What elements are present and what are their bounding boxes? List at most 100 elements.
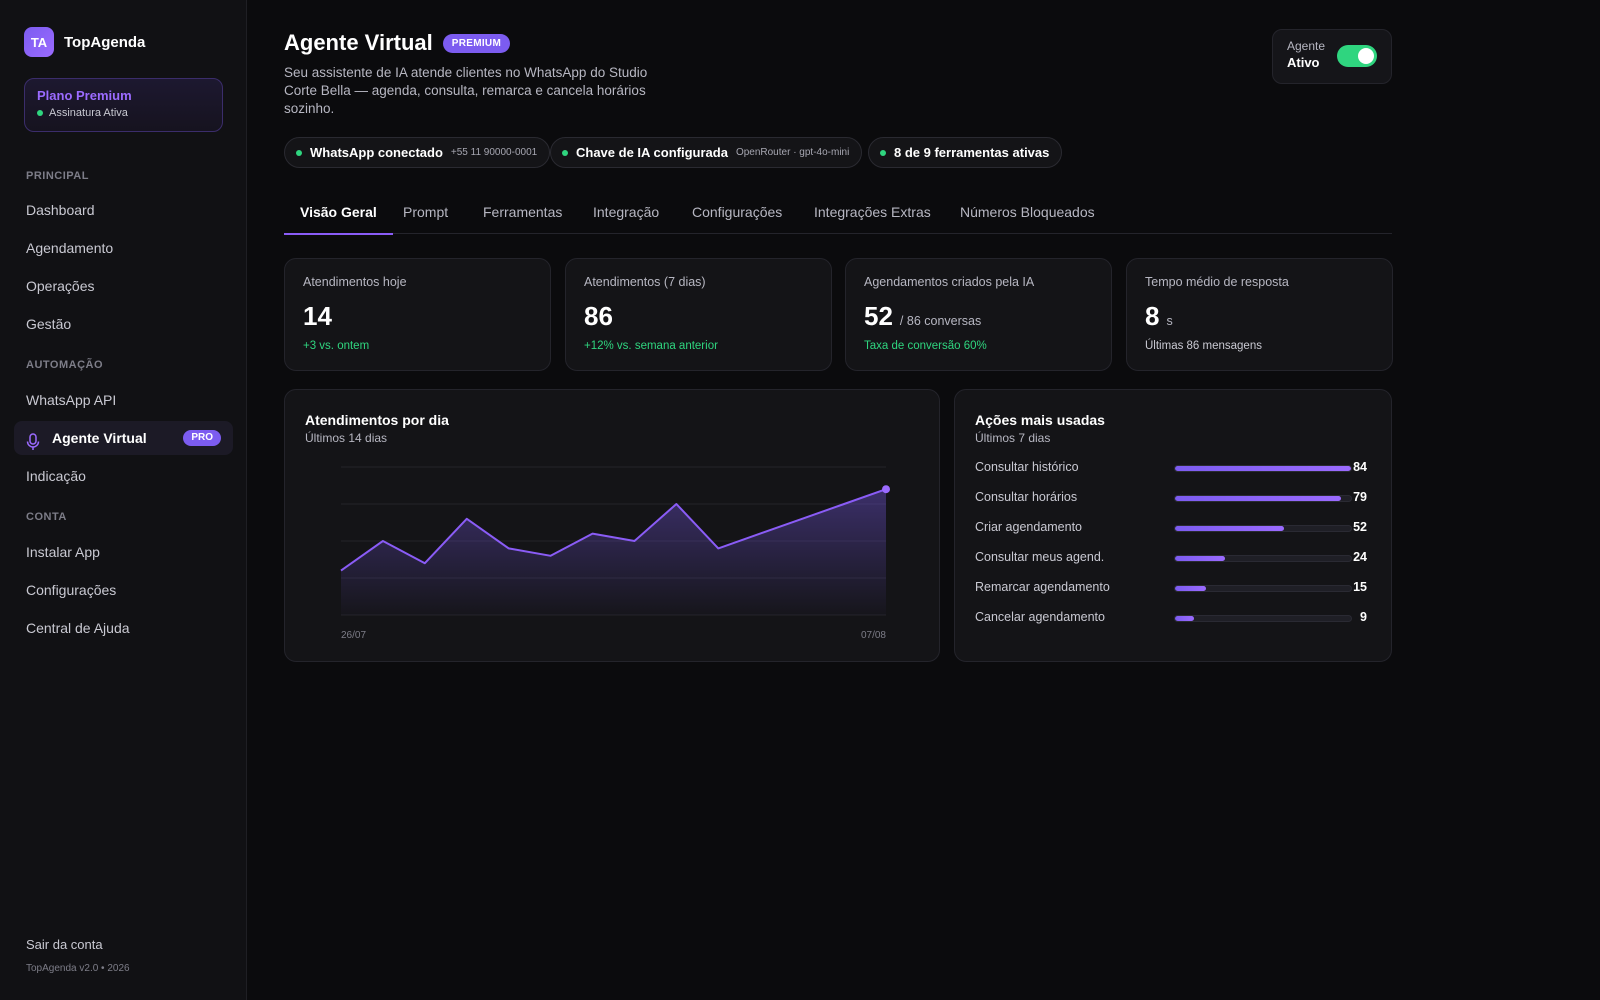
bar-label: Consultar histórico — [975, 460, 1079, 474]
panel-subtitle: Últimos 14 dias — [305, 431, 388, 445]
bar-row: Remarcar agendamento 15 — [975, 580, 1367, 596]
bar-value: 52 — [1353, 520, 1367, 534]
sidebar-item-operacoes[interactable]: Operações — [26, 278, 95, 294]
logout-link[interactable]: Sair da conta — [26, 937, 103, 952]
page-title-text: Agente Virtual — [284, 30, 433, 55]
tab-configuracoes[interactable]: Configurações — [692, 204, 783, 220]
nav-section-automacao: AUTOMAÇÃO — [26, 359, 104, 371]
bar-value: 15 — [1353, 580, 1367, 594]
bar-value: 79 — [1353, 490, 1367, 504]
bar — [1175, 586, 1207, 591]
premium-badge: PREMIUM — [442, 33, 511, 53]
x-tick-label: 26/07 — [341, 630, 366, 641]
bar-label: Criar agendamento — [975, 520, 1083, 534]
sidebar-item-agente-virtual[interactable]: Agente Virtual PRO — [14, 421, 233, 455]
stat-value: 52 / 86 conversas — [864, 301, 1093, 332]
stat-note: Últimas 86 mensagens — [1145, 340, 1262, 352]
bar — [1175, 526, 1284, 531]
bar — [1175, 616, 1194, 621]
chip-label: 8 de 9 ferramentas ativas — [894, 145, 1050, 160]
top-actions-panel: Ações mais usadas Últimos 7 dias Consult… — [954, 389, 1392, 662]
sidebar-item-gestao[interactable]: Gestão — [26, 316, 72, 332]
bar-track — [1174, 585, 1352, 592]
stat-card-ai-bookings: Agendamentos criados pela IA 52 / 86 con… — [845, 258, 1112, 371]
stat-note: +3 vs. ontem — [303, 340, 370, 352]
bar-label: Remarcar agendamento — [975, 580, 1110, 594]
stat-label: Tempo médio de resposta — [1145, 275, 1289, 289]
brand-name: TopAgenda — [64, 33, 146, 51]
sidebar-item-dashboard[interactable]: Dashboard — [26, 202, 95, 218]
stat-note: Taxa de conversão 60% — [864, 340, 987, 352]
nav-section-conta: CONTA — [26, 511, 67, 523]
plan-title: Plano Premium — [37, 88, 132, 103]
tab-visao-geral[interactable]: Visão Geral — [284, 204, 393, 235]
plan-card[interactable]: Plano Premium Assinatura Ativa — [24, 78, 223, 132]
agent-label: Agente — [1287, 39, 1326, 53]
stat-card-response-time: Tempo médio de resposta 8 s Últimas 86 m… — [1126, 258, 1393, 371]
agent-state: Ativo — [1287, 55, 1320, 70]
chip-label: Chave de IA configurada — [576, 145, 728, 160]
bar-track — [1174, 525, 1352, 532]
stat-unit: s — [1166, 314, 1173, 328]
chip-whatsapp: WhatsApp conectado +55 11 90000-0001 — [284, 137, 551, 168]
stat-label: Atendimentos hoje — [303, 275, 407, 289]
brand-logo: TA — [24, 27, 54, 57]
bar-track — [1174, 495, 1352, 502]
toggle-knob — [1358, 48, 1374, 64]
bar-row: Consultar horários 79 — [975, 490, 1367, 506]
data-point — [882, 485, 890, 494]
stat-label: Agendamentos criados pela IA — [864, 275, 1035, 289]
line-chart: 26/07 07/08 — [340, 466, 890, 641]
mic-icon — [26, 429, 40, 450]
sidebar-item-configuracoes[interactable]: Configurações — [26, 582, 117, 598]
stat-unit: / 86 conversas — [899, 314, 982, 328]
app-version: TopAgenda v2.0 • 2026 — [26, 963, 130, 974]
bar-label: Consultar horários — [975, 490, 1078, 504]
sidebar-item-indicacao[interactable]: Indicação — [26, 468, 86, 484]
sidebar: TA TopAgenda Plano Premium Assinatura At… — [0, 0, 247, 1000]
plan-status: Assinatura Ativa — [37, 107, 210, 119]
bar-track — [1174, 465, 1352, 472]
stat-number: 86 — [584, 301, 613, 331]
chip-sub: OpenRouter · gpt-4o-mini — [735, 147, 850, 158]
stat-number: 8 — [1145, 301, 1160, 331]
bar — [1175, 466, 1351, 471]
stat-note: +12% vs. semana anterior — [584, 340, 718, 352]
page-title: Agente Virtual PREMIUM — [284, 30, 511, 56]
bar — [1175, 556, 1226, 561]
status-dot-icon — [296, 149, 302, 156]
sidebar-item-label: Agente Virtual — [52, 430, 147, 446]
stat-value: 86 — [584, 301, 813, 332]
tab-integracoes-extras[interactable]: Integrações Extras — [814, 204, 931, 220]
tab-prompt[interactable]: Prompt — [403, 204, 449, 220]
agent-toggle[interactable] — [1337, 45, 1377, 67]
sidebar-item-agendamento[interactable]: Agendamento — [26, 240, 114, 256]
stat-number: 14 — [303, 301, 332, 331]
sidebar-item-central-de-ajuda[interactable]: Central de Ajuda — [26, 620, 130, 636]
panel-subtitle: Últimos 7 dias — [975, 431, 1051, 445]
tab-ferramentas[interactable]: Ferramentas — [483, 204, 563, 220]
bar-row: Consultar meus agend. 24 — [975, 550, 1367, 566]
sidebar-item-whatsapp-api[interactable]: WhatsApp API — [26, 392, 117, 408]
status-dot-icon — [37, 110, 43, 116]
area-fill — [341, 489, 886, 615]
stat-value: 8 s — [1145, 301, 1374, 332]
agent-status-box: Agente Ativo — [1272, 29, 1392, 84]
tab-numeros-bloqueados[interactable]: Números Bloqueados — [960, 204, 1095, 220]
plan-status-label: Assinatura Ativa — [49, 107, 128, 119]
bar-row: Consultar histórico 84 — [975, 460, 1367, 476]
bar-value: 24 — [1353, 550, 1367, 564]
stat-label: Atendimentos (7 dias) — [584, 275, 706, 289]
pro-badge: PRO — [183, 430, 221, 446]
bar-label: Cancelar agendamento — [975, 610, 1105, 624]
tab-integracao[interactable]: Integração — [593, 204, 660, 220]
x-tick-label: 07/08 — [861, 630, 886, 641]
chip-sub: +55 11 90000-0001 — [450, 147, 538, 158]
bar-track — [1174, 615, 1352, 622]
stat-card-7-days: Atendimentos (7 dias) 86 +12% vs. semana… — [565, 258, 832, 371]
sidebar-item-instalar-app[interactable]: Instalar App — [26, 544, 100, 560]
bar-track — [1174, 555, 1352, 562]
brand[interactable]: TA TopAgenda — [24, 27, 145, 57]
panel-title: Atendimentos por dia — [305, 412, 449, 428]
bar-value: 84 — [1353, 460, 1367, 474]
